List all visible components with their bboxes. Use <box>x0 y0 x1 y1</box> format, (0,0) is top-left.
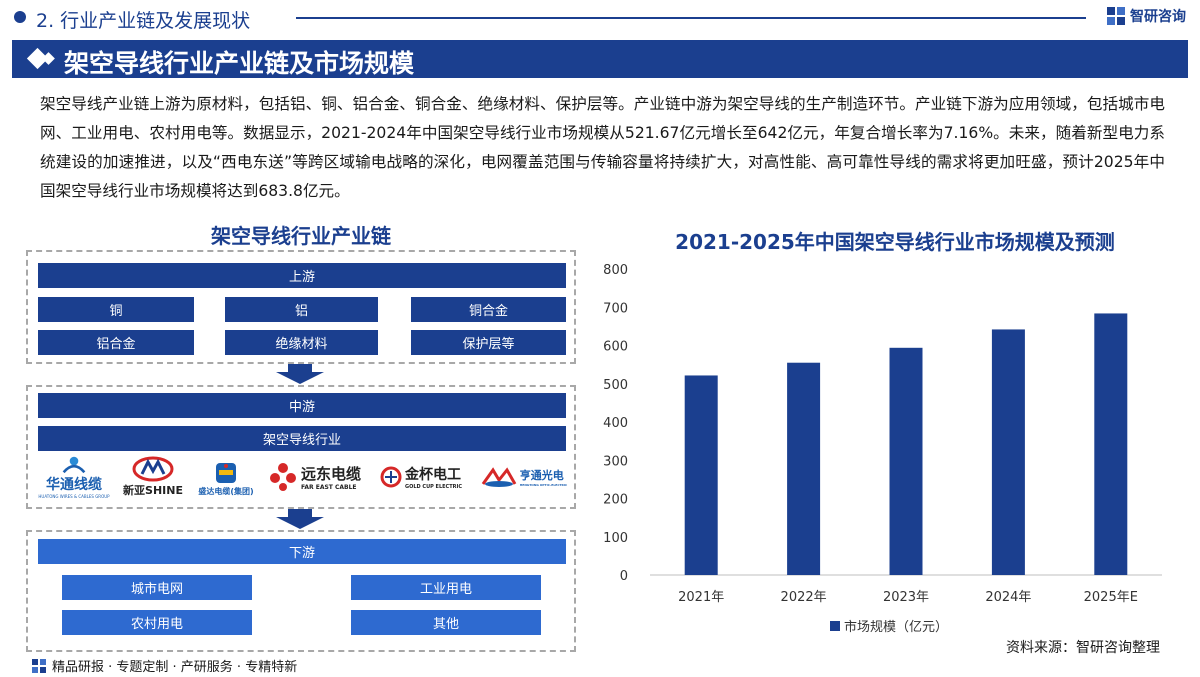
section-label: 2. 行业产业链及发展现状 <box>36 10 251 32</box>
x-tick-label: 2025年E <box>1084 590 1138 605</box>
y-tick-label: 800 <box>603 263 628 278</box>
logo-sublabel: HENGTONG OPTIC-ELECTRIC <box>519 483 568 487</box>
downstream-item: 工业用电 <box>351 575 541 600</box>
x-tick-label: 2021年 <box>678 590 724 605</box>
upstream-item: 铜 <box>38 297 194 322</box>
brand-name: 智研咨询 <box>1130 9 1186 25</box>
header-divider <box>296 17 1086 19</box>
y-tick-label: 600 <box>603 340 628 355</box>
upstream-header: 上游 <box>38 263 566 288</box>
logo-label: 华通线缆 <box>46 477 102 493</box>
bar <box>991 329 1025 575</box>
logo-sublabel: FAR EAST CABLE <box>300 484 357 491</box>
industry-chain-title: 架空导线行业产业链 <box>211 224 391 248</box>
down-arrow-icon <box>276 364 324 384</box>
logo-label: 金杯电工 <box>404 467 461 483</box>
goldcup-emblem-icon <box>380 466 402 488</box>
logo-label: 亨通光电 <box>519 469 564 482</box>
company-logo-shengda: 盛达电缆(集团) <box>192 455 260 501</box>
downstream-item: 其他 <box>351 610 541 635</box>
company-logo-shine: 新亚SHINE <box>120 455 186 499</box>
x-tick-label: 2022年 <box>781 590 827 605</box>
logo-label: 新亚SHINE <box>123 484 183 497</box>
bar-chart: 0 100 200 300 400 500 600 700 800 2021年 2022年 2023年… <box>603 263 1162 635</box>
bar <box>889 347 923 575</box>
legend-swatch <box>830 621 840 631</box>
title-bar: 架空导线行业产业链及市场规模 <box>12 40 1188 78</box>
upstream-item: 绝缘材料 <box>225 330 378 355</box>
y-tick-label: 400 <box>603 416 628 431</box>
upstream-item: 保护层等 <box>411 330 566 355</box>
midstream-box <box>26 385 576 509</box>
y-tick-label: 0 <box>620 569 628 584</box>
brand: 智研咨询 <box>1106 6 1186 26</box>
huatong-emblem-icon <box>62 456 86 474</box>
bar <box>787 362 821 575</box>
hengtong-emblem-icon <box>481 467 517 487</box>
source-note: 资料来源：智研咨询整理 <box>1006 640 1160 656</box>
y-tick-label: 100 <box>603 531 628 546</box>
legend-label: 市场规模（亿元） <box>844 619 948 635</box>
footer-services-text: 精品研报 · 专题定制 · 产研服务 · 专精特新 <box>52 660 298 675</box>
company-logo-hengtong: 亨通光电 HENGTONG OPTIC-ELECTRIC <box>474 455 574 499</box>
logo-label: 盛达电缆(集团) <box>198 486 254 496</box>
brand-logo-icon <box>1107 7 1125 25</box>
footer-services: 精品研报 · 专题定制 · 产研服务 · 专精特新 <box>32 656 297 675</box>
downstream-item: 城市电网 <box>62 575 252 600</box>
company-logo-huatong: 华通线缆 HUATONG WIRES & CABLES GROUP <box>36 455 112 499</box>
shine-emblem-icon <box>132 456 174 482</box>
footer-logo-icon <box>32 658 46 673</box>
chart-title: 2021-2025年中国架空导线行业市场规模及预测 <box>675 230 1115 254</box>
downstream-box <box>26 530 576 652</box>
top-header: 2. 行业产业链及发展现状 智研咨询 <box>0 0 1200 36</box>
company-logo-fareast: 远东电缆 FAR EAST CABLE <box>262 455 368 499</box>
midstream-header: 中游 <box>38 393 566 418</box>
fareast-emblem-icon <box>269 463 296 491</box>
logo-sublabel: GOLD CUP ELECTRIC <box>404 484 463 490</box>
downstream-header: 下游 <box>38 539 566 564</box>
midstream-sub-header: 架空导线行业 <box>38 426 566 451</box>
upstream-box <box>26 250 576 364</box>
y-tick-label: 300 <box>603 454 628 469</box>
y-tick-label: 500 <box>603 378 628 393</box>
logo-sublabel: HUATONG WIRES & CABLES GROUP <box>38 494 110 499</box>
down-arrow-icon <box>276 509 324 529</box>
upstream-item: 铝合金 <box>38 330 194 355</box>
bar <box>1094 313 1128 575</box>
upstream-item: 铝 <box>225 297 378 322</box>
upstream-item: 铜合金 <box>411 297 566 322</box>
shengda-emblem-icon <box>216 462 236 483</box>
company-logo-goldcup: 金杯电工 GOLD CUP ELECTRIC <box>370 455 472 499</box>
intro-paragraph: 架空导线产业链上游为原材料，包括铝、铜、铝合金、铜合金、绝缘材料、保护层等。产业… <box>40 95 1165 200</box>
y-tick-label: 200 <box>603 493 628 508</box>
page-title: 架空导线行业产业链及市场规模 <box>64 49 415 78</box>
header-bullet-icon <box>14 11 26 23</box>
bar <box>684 375 718 575</box>
x-tick-label: 2024年 <box>985 590 1031 605</box>
logo-label: 远东电缆 <box>300 465 361 483</box>
downstream-item: 农村用电 <box>62 610 252 635</box>
x-tick-label: 2023年 <box>883 590 929 605</box>
y-tick-label: 700 <box>603 301 628 316</box>
